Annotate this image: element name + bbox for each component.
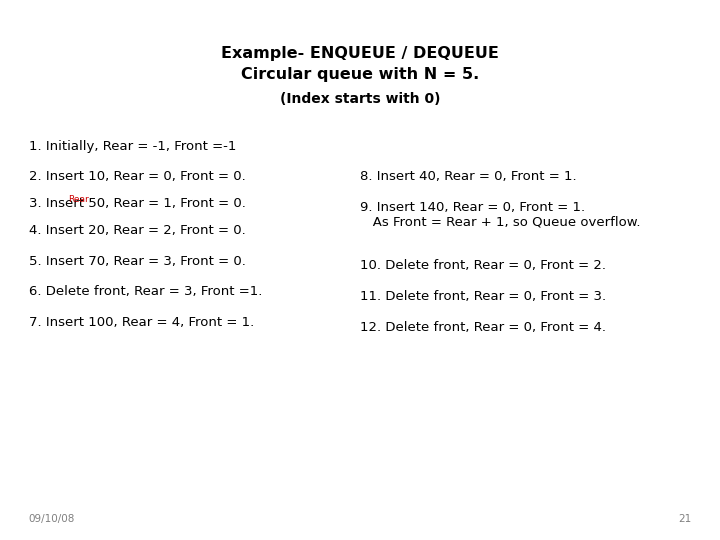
Text: 09/10/08: 09/10/08 [29,514,75,524]
Text: 4. Insert 20, Rear = 2, Front = 0.: 4. Insert 20, Rear = 2, Front = 0. [29,224,246,237]
Text: 8. Insert 40, Rear = 0, Front = 1.: 8. Insert 40, Rear = 0, Front = 1. [360,170,577,183]
Text: 7. Insert 100, Rear = 4, Front = 1.: 7. Insert 100, Rear = 4, Front = 1. [29,316,254,329]
Text: 6. Delete front, Rear = 3, Front =1.: 6. Delete front, Rear = 3, Front =1. [29,285,262,298]
Text: Circular queue with N = 5.: Circular queue with N = 5. [241,68,479,83]
Text: 12. Delete front, Rear = 0, Front = 4.: 12. Delete front, Rear = 0, Front = 4. [360,321,606,334]
Text: 1. Initially, Rear = -1, Front =-1: 1. Initially, Rear = -1, Front =-1 [29,140,236,153]
Text: 2. Insert 10, Rear = 0, Front = 0.: 2. Insert 10, Rear = 0, Front = 0. [29,170,246,183]
Text: 9. Insert 140, Rear = 0, Front = 1.
   As Front = Rear + 1, so Queue overflow.: 9. Insert 140, Rear = 0, Front = 1. As F… [360,201,641,229]
Text: Rear: Rear [68,195,89,205]
Text: Example- ENQUEUE / DEQUEUE: Example- ENQUEUE / DEQUEUE [221,46,499,61]
Text: 3. Insert 50, Rear = 1, Front = 0.: 3. Insert 50, Rear = 1, Front = 0. [29,197,246,210]
Text: 10. Delete front, Rear = 0, Front = 2.: 10. Delete front, Rear = 0, Front = 2. [360,259,606,272]
Text: (Index starts with 0): (Index starts with 0) [280,92,440,106]
Text: 11. Delete front, Rear = 0, Front = 3.: 11. Delete front, Rear = 0, Front = 3. [360,290,606,303]
Text: 21: 21 [678,514,691,524]
Text: 5. Insert 70, Rear = 3, Front = 0.: 5. Insert 70, Rear = 3, Front = 0. [29,255,246,268]
